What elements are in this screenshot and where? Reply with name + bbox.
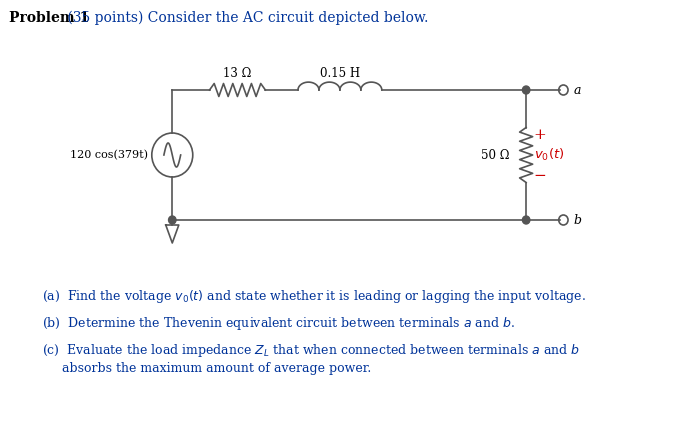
Text: 120 cos(379t): 120 cos(379t): [70, 150, 148, 160]
Circle shape: [523, 86, 530, 94]
Text: (b)  Determine the Thevenin equivalent circuit between terminals $a$ and $b$.: (b) Determine the Thevenin equivalent ci…: [42, 315, 514, 332]
Text: −: −: [534, 168, 546, 182]
Text: a: a: [570, 84, 582, 97]
Circle shape: [523, 216, 530, 224]
Text: (c)  Evaluate the load impedance $Z_L$ that when connected between terminals $a$: (c) Evaluate the load impedance $Z_L$ th…: [42, 342, 580, 359]
Text: 13 Ω: 13 Ω: [223, 67, 252, 80]
Circle shape: [169, 216, 176, 224]
Text: +: +: [534, 127, 546, 141]
Text: 50 Ω: 50 Ω: [481, 149, 510, 162]
Text: b: b: [570, 214, 582, 227]
Text: Problem 1: Problem 1: [10, 11, 90, 25]
Text: (35 points) Consider the AC circuit depicted below.: (35 points) Consider the AC circuit depi…: [63, 11, 429, 25]
Text: (a)  Find the voltage $v_0(t)$ and state whether it is leading or lagging the in: (a) Find the voltage $v_0(t)$ and state …: [42, 288, 586, 305]
Text: 0.15 H: 0.15 H: [320, 67, 360, 80]
Text: $v_0(t)$: $v_0(t)$: [534, 147, 564, 163]
Text: absorbs the maximum amount of average power.: absorbs the maximum amount of average po…: [62, 362, 372, 375]
